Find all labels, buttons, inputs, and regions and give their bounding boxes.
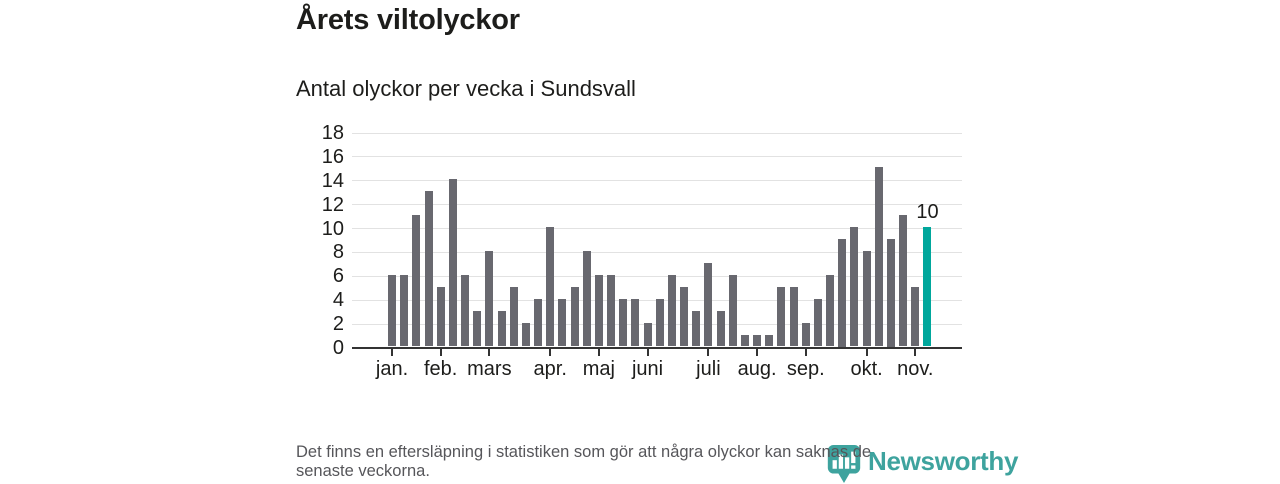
footnote-line-2: senaste veckorna.: [296, 461, 430, 480]
gridline-y18: [352, 132, 962, 134]
x-axis-tick-juli: [707, 348, 710, 356]
week-bar: [619, 298, 628, 347]
page-title: Årets viltolyckor: [296, 4, 520, 36]
x-axis-label-sep: sep.: [786, 358, 825, 380]
gridline-y6: [352, 275, 962, 277]
week-bar: [911, 286, 920, 347]
x-axis-label-juni: juni: [631, 358, 664, 380]
x-axis-label-nov: nov.: [897, 358, 934, 380]
week-bar: [680, 286, 689, 347]
footnote-line-1: Det finns en eftersläpning i statistiken…: [296, 443, 872, 461]
week-bar: [534, 298, 543, 347]
week-bar: [728, 274, 737, 347]
chart-subtitle: Antal olyckor per vecka i Sundsvall: [296, 76, 636, 101]
x-axis-label-apr: apr.: [533, 358, 567, 380]
week-bar: [388, 274, 396, 347]
week-bar: [886, 239, 895, 347]
x-axis-label-juli: juli: [696, 358, 721, 380]
week-bar: [424, 191, 433, 347]
x-axis-label-maj: maj: [582, 358, 615, 380]
week-bar: [740, 334, 749, 347]
week-bar: [838, 239, 847, 347]
week-bar: [461, 274, 470, 347]
week-bar: [704, 262, 713, 347]
x-axis-tick-feb: [439, 348, 442, 356]
week-bar: [789, 286, 798, 347]
week-bar: [607, 274, 616, 347]
x-axis-label-aug: aug.: [737, 358, 777, 380]
week-bar: [801, 322, 810, 347]
gridline-y8: [352, 251, 962, 253]
gridline-y14: [352, 180, 962, 182]
week-bar: [521, 322, 530, 347]
x-axis-tick-sep: [804, 348, 807, 356]
x-axis-tick-aug: [756, 348, 759, 356]
week-bar: [826, 274, 835, 347]
week-bar: [473, 310, 482, 347]
x-axis-label-okt: okt.: [850, 358, 883, 380]
y-axis-label: 18: [321, 122, 344, 144]
week-bar: [874, 167, 883, 347]
y-axis-label: 12: [321, 193, 344, 216]
y-axis-label: 4: [332, 289, 344, 312]
newsworthy-logo: Newsworthy: [826, 444, 1018, 484]
week-bar: [497, 310, 506, 347]
week-bar: [594, 274, 603, 347]
week-bar: [400, 274, 409, 347]
week-bar: [412, 215, 421, 347]
newsworthy-wordmark: Newsworthy: [868, 446, 1019, 476]
y-axis-label: 8: [332, 241, 344, 264]
week-bar: [448, 179, 457, 347]
x-axis-label-feb: feb.: [423, 358, 458, 380]
x-axis-tick-nov: [914, 348, 917, 356]
x-axis-baseline: [352, 346, 962, 349]
newsworthy-pin-barchart-icon: [827, 444, 861, 484]
x-axis-tick-mars: [488, 348, 491, 356]
week-bar: [777, 286, 786, 347]
y-axis-label: 14: [321, 169, 344, 192]
week-bar: [643, 322, 652, 347]
week-bar: [753, 334, 762, 347]
week-bar: [436, 286, 445, 347]
x-axis-tick-okt: [865, 348, 868, 356]
week-bar: [813, 298, 822, 347]
week-bar: [570, 286, 579, 347]
week-bar: [582, 250, 591, 347]
x-axis-tick-maj: [597, 348, 600, 356]
week-bar: [716, 310, 725, 347]
week-bar: [509, 286, 518, 347]
highlighted-bar-value-label: 10: [916, 200, 939, 223]
week-bar: [765, 334, 774, 347]
x-axis-label-jan: jan.: [375, 358, 409, 380]
week-bar: [485, 250, 494, 347]
week-bar: [631, 298, 640, 347]
gridline-y16: [352, 156, 962, 158]
highlighted-week-bar: [923, 227, 932, 347]
x-axis-tick-juni: [646, 348, 649, 356]
week-bar: [667, 274, 676, 347]
x-axis-label-mars: mars: [467, 358, 512, 380]
y-axis-label: 2: [332, 313, 344, 336]
gridline-y10: [352, 228, 962, 230]
week-bar: [862, 250, 871, 347]
week-bar: [692, 310, 701, 347]
gridline-y12: [352, 204, 962, 206]
footnote: Det finns en eftersläpning i statistiken…: [296, 443, 871, 480]
week-bar: [899, 215, 908, 347]
y-axis-label: 0: [332, 337, 344, 359]
x-axis-tick-apr: [549, 348, 552, 356]
week-bar: [546, 227, 555, 347]
y-axis-label: 10: [321, 217, 344, 240]
week-bar: [655, 298, 664, 347]
x-axis-tick-jan: [391, 348, 393, 356]
y-axis-label: 16: [321, 145, 344, 168]
y-axis-label: 6: [332, 265, 344, 288]
week-bar: [558, 298, 567, 347]
week-bar: [850, 227, 859, 347]
